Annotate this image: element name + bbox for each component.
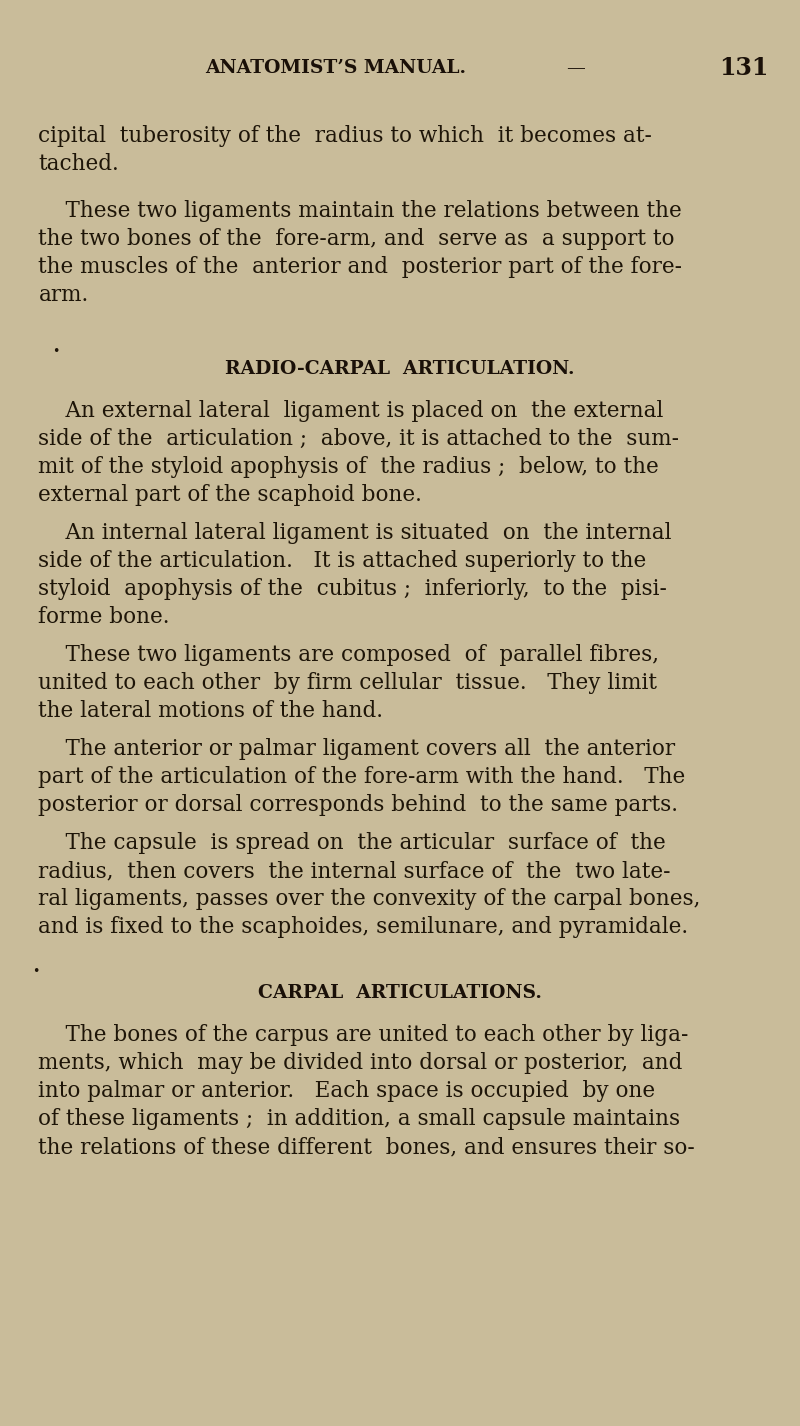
Text: RADIO-CARPAL  ARTICULATION.: RADIO-CARPAL ARTICULATION. (226, 359, 574, 378)
Text: posterior or dorsal corresponds behind  to the same parts.: posterior or dorsal corresponds behind t… (38, 794, 678, 816)
Text: of these ligaments ;  in addition, a small capsule maintains: of these ligaments ; in addition, a smal… (38, 1108, 681, 1129)
Text: and is fixed to the scaphoides, semilunare, and pyramidale.: and is fixed to the scaphoides, semiluna… (38, 915, 689, 938)
Text: radius,  then covers  the internal surface of  the  two late-: radius, then covers the internal surface… (38, 860, 671, 883)
Text: —: — (566, 58, 586, 77)
Text: united to each other  by firm cellular  tissue.   They limit: united to each other by firm cellular ti… (38, 672, 658, 694)
Text: The capsule  is spread on  the articular  surface of  the: The capsule is spread on the articular s… (38, 831, 666, 854)
Text: •: • (52, 345, 59, 358)
Text: cipital  tuberosity of the  radius to which  it becomes at-: cipital tuberosity of the radius to whic… (38, 125, 652, 147)
Text: The bones of the carpus are united to each other by liga-: The bones of the carpus are united to ea… (38, 1024, 689, 1047)
Text: ral ligaments, passes over the convexity of the carpal bones,: ral ligaments, passes over the convexity… (38, 888, 701, 910)
Text: CARPAL  ARTICULATIONS.: CARPAL ARTICULATIONS. (258, 984, 542, 1002)
Text: These two ligaments are composed  of  parallel fibres,: These two ligaments are composed of para… (38, 645, 659, 666)
Text: external part of the scaphoid bone.: external part of the scaphoid bone. (38, 483, 422, 506)
Text: These two ligaments maintain the relations between the: These two ligaments maintain the relatio… (38, 200, 682, 222)
Text: •: • (32, 965, 39, 978)
Text: tached.: tached. (38, 153, 119, 175)
Text: side of the articulation.   It is attached superiorly to the: side of the articulation. It is attached… (38, 550, 646, 572)
Text: the lateral motions of the hand.: the lateral motions of the hand. (38, 700, 383, 722)
Text: part of the articulation of the fore-arm with the hand.   The: part of the articulation of the fore-arm… (38, 766, 686, 789)
Text: into palmar or anterior.   Each space is occupied  by one: into palmar or anterior. Each space is o… (38, 1079, 655, 1102)
Text: ments, which  may be divided into dorsal or posterior,  and: ments, which may be divided into dorsal … (38, 1052, 682, 1074)
Text: An internal lateral ligament is situated  on  the internal: An internal lateral ligament is situated… (38, 522, 672, 543)
Text: the muscles of the  anterior and  posterior part of the fore-: the muscles of the anterior and posterio… (38, 257, 682, 278)
Text: ANATOMIST’S MANUAL.: ANATOMIST’S MANUAL. (206, 58, 466, 77)
Text: the relations of these different  bones, and ensures their so-: the relations of these different bones, … (38, 1137, 695, 1158)
Text: 131: 131 (719, 56, 769, 80)
Text: The anterior or palmar ligament covers all  the anterior: The anterior or palmar ligament covers a… (38, 739, 675, 760)
Text: arm.: arm. (38, 284, 89, 307)
Text: the two bones of the  fore-arm, and  serve as  a support to: the two bones of the fore-arm, and serve… (38, 228, 675, 250)
Text: styloid  apophysis of the  cubitus ;  inferiorly,  to the  pisi-: styloid apophysis of the cubitus ; infer… (38, 578, 667, 600)
Text: mit of the styloid apophysis of  the radius ;  below, to the: mit of the styloid apophysis of the radi… (38, 456, 659, 478)
Text: forme bone.: forme bone. (38, 606, 170, 627)
Text: An external lateral  ligament is placed on  the external: An external lateral ligament is placed o… (38, 401, 664, 422)
Text: side of the  articulation ;  above, it is attached to the  sum-: side of the articulation ; above, it is … (38, 428, 679, 451)
